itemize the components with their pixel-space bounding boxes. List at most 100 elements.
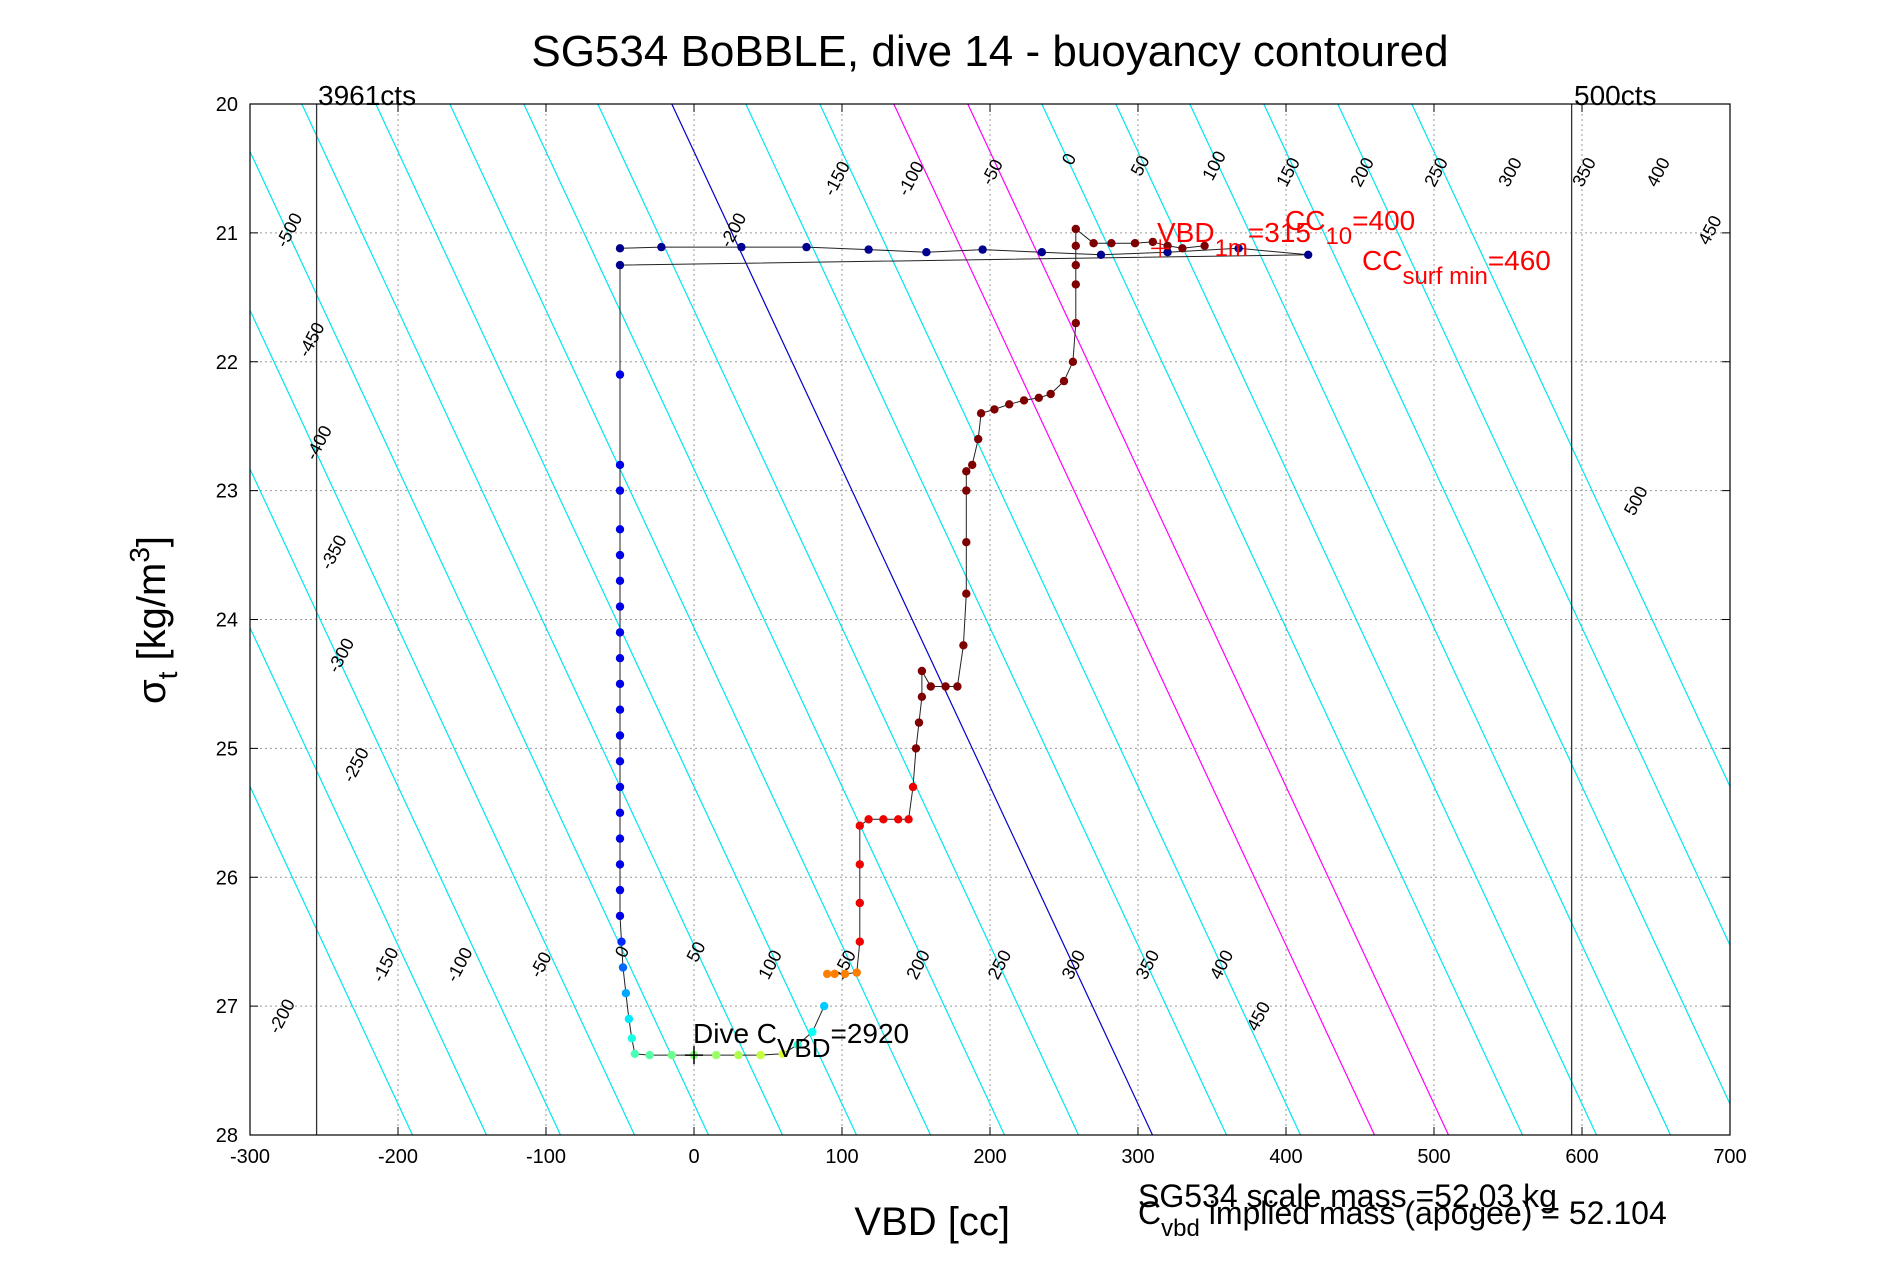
data-point xyxy=(802,242,811,252)
contour-line xyxy=(1189,104,1672,1135)
data-point xyxy=(926,682,935,691)
data-point xyxy=(1148,237,1158,247)
data-point xyxy=(615,731,625,740)
data-point xyxy=(1071,224,1081,234)
y-tick-label: 25 xyxy=(216,738,238,760)
data-point xyxy=(855,860,864,869)
x-tick-label: 600 xyxy=(1565,1146,1598,1168)
data-point xyxy=(615,911,625,921)
data-point xyxy=(922,248,931,257)
data-point xyxy=(1178,244,1187,253)
data-point xyxy=(823,969,832,979)
data-point xyxy=(615,885,625,895)
data-point xyxy=(855,937,864,946)
y-tick-label: 22 xyxy=(216,352,238,374)
data-point xyxy=(667,1050,676,1060)
contour-line xyxy=(250,150,710,1135)
x-tick-label: 400 xyxy=(1269,1146,1302,1168)
implied-mass-sub: vbd xyxy=(1161,1215,1200,1242)
contour-line xyxy=(597,104,1080,1135)
x-tick-label: 700 xyxy=(1713,1146,1746,1168)
data-point xyxy=(808,1027,817,1037)
x-tick-label: 100 xyxy=(825,1146,858,1168)
dive-cvbd-sub: VBD xyxy=(777,1033,830,1063)
contour-line xyxy=(375,104,858,1135)
data-point xyxy=(630,1049,639,1059)
data-point xyxy=(615,244,625,253)
data-point xyxy=(621,989,631,998)
contour-line xyxy=(819,104,1302,1135)
data-point xyxy=(1071,280,1081,289)
vbd1m-sub: 1m xyxy=(1215,235,1248,262)
data-point xyxy=(962,467,971,476)
data-point xyxy=(852,968,861,977)
data-point xyxy=(855,898,864,908)
scale-mass-label: SG534 scale mass =52.03 kg xyxy=(1138,1178,1557,1214)
cc10-label: CC xyxy=(1285,205,1325,236)
y-axis-label-group: σt [kg/m3] xyxy=(124,536,183,704)
data-point xyxy=(615,260,625,270)
data-point xyxy=(737,242,746,252)
y-tick-label: 20 xyxy=(216,94,238,116)
data-point xyxy=(615,679,625,689)
dive-cvbd-label: Dive C xyxy=(693,1018,777,1049)
contour-line xyxy=(1115,104,1598,1135)
count-label-high: 500cts xyxy=(1574,80,1657,111)
dive-cvbd-value: =2920 xyxy=(830,1018,909,1049)
vbd1m-value: =315 xyxy=(1248,217,1311,248)
data-point xyxy=(1130,239,1140,248)
data-point xyxy=(864,245,873,254)
data-point xyxy=(953,682,962,691)
implied-mass-label: C xyxy=(1138,1195,1161,1231)
x-axis-label: VBD [cc] xyxy=(854,1200,1010,1244)
contour-line xyxy=(745,104,1228,1135)
data-point xyxy=(1046,389,1055,399)
y-axis-label: σ xyxy=(130,679,174,704)
y-tick-label: 21 xyxy=(216,223,238,245)
contour-line xyxy=(1411,104,1730,788)
x-tick-label: -100 xyxy=(526,1146,566,1168)
data-point xyxy=(990,405,999,414)
data-point xyxy=(974,434,983,444)
data-point xyxy=(1096,250,1106,259)
data-point xyxy=(734,1050,743,1060)
contour-line xyxy=(250,785,414,1135)
cc10-value: =400 xyxy=(1352,205,1415,236)
data-point xyxy=(1068,357,1078,366)
contour-line xyxy=(967,104,1450,1135)
cc10-sub: 10 xyxy=(1325,223,1352,250)
data-point xyxy=(894,815,903,824)
data-point xyxy=(615,808,625,817)
contour-line xyxy=(449,104,932,1135)
data-point xyxy=(1200,241,1209,250)
data-point xyxy=(615,550,625,560)
data-point xyxy=(712,1050,721,1060)
data-point xyxy=(1037,248,1047,257)
y-tick-label: 28 xyxy=(216,1125,238,1147)
data-point xyxy=(820,1001,829,1011)
y-axis-units-pre: [kg/m xyxy=(130,563,174,672)
svg-text:CC10=400: CC10=400 xyxy=(1285,205,1415,250)
x-tick-label: 300 xyxy=(1121,1146,1154,1168)
data-point xyxy=(962,589,971,598)
y-tick-label: 24 xyxy=(216,610,238,632)
implied-mass-value: implied mass (apogee) = 52.104 xyxy=(1200,1195,1667,1231)
buoyancy-contours xyxy=(250,104,1730,1135)
data-point xyxy=(1071,318,1081,328)
data-point xyxy=(904,815,913,824)
data-point xyxy=(615,860,625,869)
ccsurf-label: CC xyxy=(1362,245,1402,276)
data-point xyxy=(976,409,986,418)
count-lines xyxy=(315,104,1573,1135)
data-point xyxy=(615,628,625,637)
y-axis-label-sub: t xyxy=(152,671,183,679)
data-point xyxy=(908,782,918,792)
data-point xyxy=(879,815,888,824)
data-point xyxy=(1005,400,1014,409)
contour-line xyxy=(671,104,1154,1135)
contour-line xyxy=(1263,104,1730,1106)
data-point xyxy=(615,460,625,470)
axis-ticks: -300 -200 -100 0 100 200 300 400 500 600 700 20 21 22… xyxy=(216,94,1747,1168)
